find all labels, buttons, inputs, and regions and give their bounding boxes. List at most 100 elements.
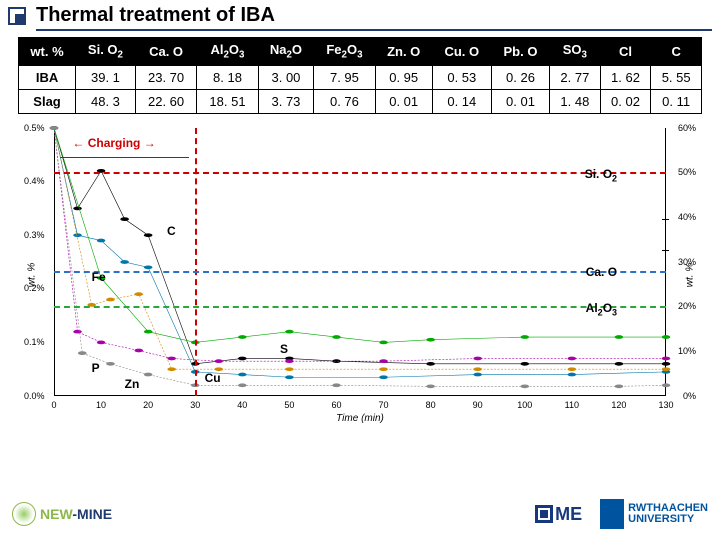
series-point [662,356,671,360]
table-cell: 1. 48 [550,89,601,113]
table-cell: 22. 60 [135,89,196,113]
series-point [332,359,341,363]
series-point [73,233,82,237]
series-point [379,340,388,344]
series-point [144,265,153,269]
series-point [134,348,143,352]
series-annotation: Zn [125,377,140,391]
series-point [662,367,671,371]
table-cell: 0. 02 [600,89,651,113]
oxide-label: Al2O3 [586,301,617,317]
x-tick: 70 [379,400,389,410]
series-point [167,367,176,371]
series-point [332,383,341,387]
series-point [426,337,435,341]
series-point [426,362,435,366]
y-left-tick: 0.1% [24,337,45,347]
newmine-badge-icon [12,502,36,526]
y-left-tick: 0.5% [24,123,45,133]
table-header: Si. O2 [76,38,136,66]
series-point [568,372,577,376]
newmine-logo: NEW-MINE [12,502,112,526]
series-point [238,356,247,360]
x-tick: 120 [611,400,626,410]
series-annotation: Cu [205,371,221,385]
table-row: IBA39. 123. 708. 183. 007. 950. 950. 530… [19,65,702,89]
series-point [144,372,153,376]
series-point [473,356,482,360]
table-header: wt. % [19,38,76,66]
y-right-tick: 0% [683,391,696,401]
table-cell: 1. 62 [600,65,651,89]
table-cell: Slag [19,89,76,113]
y-right-tick: 10% [678,346,696,356]
plot-area: 01020304050607080901001101201300.0%0.1%0… [54,128,666,396]
series-P [54,128,666,361]
oxide-label: Ca. O [586,265,617,279]
series-point [73,206,82,210]
series-point [426,384,435,388]
table-cell: 0. 01 [491,89,549,113]
series-point [473,367,482,371]
series-annotation: S [280,342,288,356]
x-tick: 20 [143,400,153,410]
series-point [285,375,294,379]
y-left-tick: 0.0% [24,391,45,401]
footer-logos: NEW-MINE ME RWTHAACHEN UNIVERSITY [0,490,720,538]
y-left-tick: 0.4% [24,176,45,186]
table-cell: 3. 00 [258,65,314,89]
charging-label: ← Charging → [72,136,155,150]
error-bar [665,219,666,251]
table-cell: 7. 95 [314,65,375,89]
series-point [615,335,624,339]
rwth-bar-icon [600,499,624,529]
x-tick: 60 [331,400,341,410]
series-annotation: P [92,361,100,375]
y-right-tick: 30% [678,257,696,267]
series-point [106,362,115,366]
series-point [97,238,106,242]
title-underline [36,29,712,31]
charging-divider [195,128,197,396]
table-header: Cu. O [432,38,491,66]
newmine-text: NEW-MINE [40,506,112,522]
y-left-tick: 0.3% [24,230,45,240]
title-bullet-icon [8,7,26,25]
table-cell: 5. 55 [651,65,702,89]
series-point [379,375,388,379]
table-cell: 0. 14 [432,89,491,113]
series-point [144,329,153,333]
series-point [238,335,247,339]
composition-table: wt. %Si. O2Ca. OAl2O3Na2OFe2O3Zn. OCu. O… [18,37,702,114]
page-title: Thermal treatment of IBA [36,4,275,27]
series-point [285,367,294,371]
series-point [662,362,671,366]
ime-logo: ME [535,504,582,525]
table-cell: 2. 77 [550,65,601,89]
series-point [473,372,482,376]
table-header: Cl [600,38,651,66]
table-cell: 48. 3 [76,89,136,113]
x-tick: 40 [237,400,247,410]
chart-lines [54,128,666,396]
table-cell: 18. 51 [197,89,258,113]
y-left-tick: 0.2% [24,283,45,293]
table-header: Fe2O3 [314,38,375,66]
series-point [520,362,529,366]
oxide-label: Si. O2 [585,167,617,183]
charging-arrow [60,157,189,158]
y-right-tick: 40% [678,212,696,222]
series-point [134,292,143,296]
series-point [106,297,115,301]
table-cell: 0. 76 [314,89,375,113]
table-cell: 0. 53 [432,65,491,89]
table-cell: 8. 18 [197,65,258,89]
series-point [520,335,529,339]
ime-square-icon [535,505,553,523]
series-point [73,329,82,333]
series-point [520,384,529,388]
table-header: Ca. O [135,38,196,66]
oxide-dash-line [54,306,666,308]
series-point [120,217,129,221]
series-annotation: Fe [92,270,106,284]
